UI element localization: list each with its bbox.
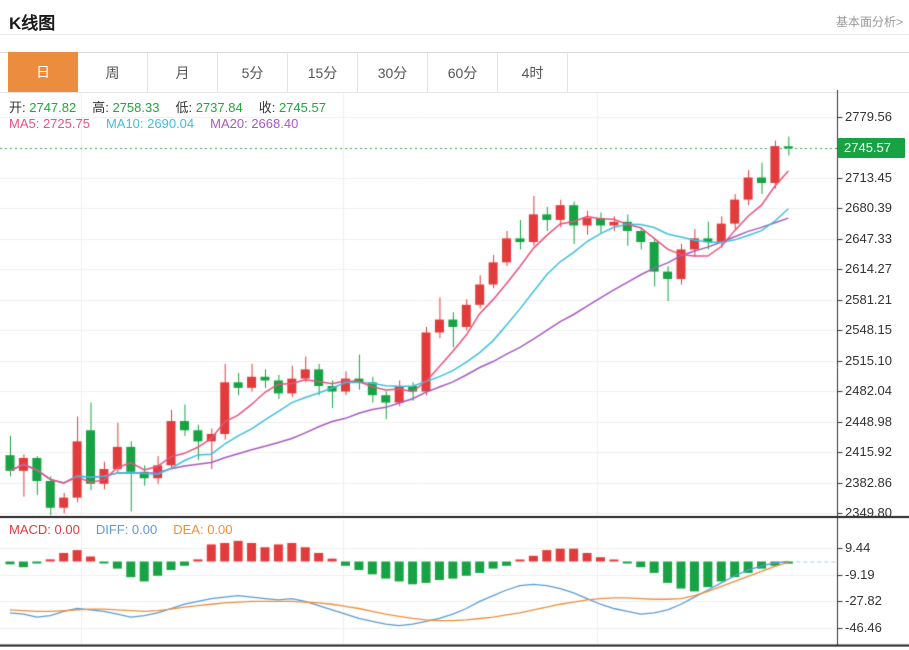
ma-readout-row: MA5: 2725.75 MA10: 2690.04 MA20: 2668.40	[9, 116, 314, 131]
tab-timeframe-0[interactable]: 日	[8, 52, 78, 93]
price-tick-label: 2581.21	[845, 291, 892, 307]
current-price-badge: 2745.57	[838, 138, 905, 159]
macd-tick-label: -27.82	[845, 593, 882, 609]
tab-timeframe-5[interactable]: 30分	[358, 53, 428, 93]
price-tick-label: 2415.92	[845, 444, 892, 460]
ma-row-item: MA10: 2690.04	[105, 116, 195, 131]
macd-tick-label: 9.44	[845, 540, 871, 556]
tab-timeframe-6[interactable]: 60分	[428, 53, 498, 93]
price-tick-label: 2448.98	[845, 413, 892, 429]
macd-row-item: DEA: 0.00	[173, 522, 233, 537]
kline-chart-canvas[interactable]	[0, 90, 909, 647]
tab-timeframe-2[interactable]: 月	[148, 53, 218, 93]
ohlc-row-item: 高: 2758.33	[92, 100, 160, 115]
tab-timeframe-4[interactable]: 15分	[288, 53, 358, 93]
price-tick-label: 2482.04	[845, 383, 892, 399]
fundamental-analysis-link[interactable]: 基本面分析>	[835, 15, 903, 29]
macd-tick-label: -9.19	[845, 566, 875, 582]
price-tick-label: 2713.45	[845, 169, 892, 185]
macd-readout-row: MACD: 0.00 DIFF: 0.00 DEA: 0.00	[9, 522, 249, 537]
price-tick-label: 2382.86	[845, 474, 892, 490]
price-tick-label: 2680.39	[845, 200, 892, 216]
tab-timeframe-3[interactable]: 5分	[218, 53, 288, 93]
price-tick-label: 2779.56	[845, 109, 892, 124]
macd-row-item: DIFF: 0.00	[95, 522, 158, 537]
macd-tick-label: -46.46	[845, 619, 882, 635]
macd-row-item: MACD: 0.00	[9, 522, 80, 537]
tab-timeframe-7[interactable]: 4时	[498, 53, 568, 93]
ma-row-item: MA20: 2668.40	[210, 116, 299, 131]
timeframe-tab-bar: 日周月 5分 15分 30分 60分 4时	[0, 52, 909, 93]
ohlc-readout-row: 开: 2747.82 高: 2758.33 低: 2737.84 收: 2745.57	[9, 97, 342, 116]
ohlc-row-item: 开: 2747.82	[9, 100, 77, 115]
price-tick-label: 2349.80	[845, 505, 892, 521]
ma-row-item: MA5: 2725.75	[9, 116, 90, 131]
price-tick-label: 2515.10	[845, 352, 892, 368]
page-title: K线图	[9, 14, 56, 33]
header-divider	[0, 34, 909, 35]
price-tick-label: 2548.15	[845, 322, 892, 338]
price-tick-label: 2647.33	[845, 230, 892, 246]
ohlc-row-item: 低: 2737.84	[175, 100, 243, 115]
price-tick-label: 2614.27	[845, 261, 892, 277]
ohlc-row-item: 收: 2745.57	[258, 100, 326, 115]
tab-timeframe-1[interactable]: 周	[78, 53, 148, 93]
